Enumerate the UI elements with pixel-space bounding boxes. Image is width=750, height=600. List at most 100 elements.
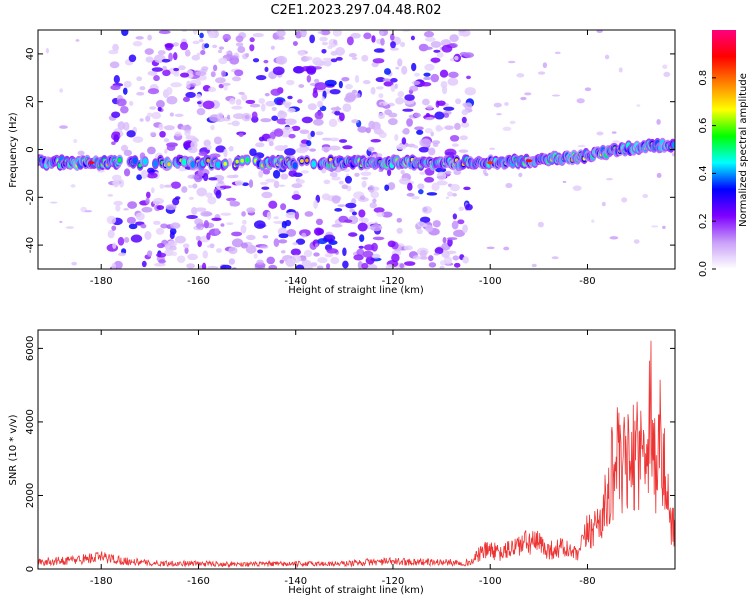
noise-blob [348, 232, 358, 237]
noise-blob [112, 180, 120, 188]
noise-blob [145, 56, 154, 63]
noise-blob [158, 259, 166, 264]
noise-blob [313, 227, 323, 236]
noise-blob [351, 211, 357, 216]
noise-blob [185, 91, 196, 98]
noise-blob [111, 225, 117, 231]
noise-blob [157, 50, 166, 55]
noise-blob [260, 118, 272, 123]
noise-blob [202, 100, 215, 110]
noise-blob [410, 35, 415, 41]
noise-blob [395, 144, 407, 150]
snr-ylabel: SNR (10 * v/v) [8, 414, 19, 485]
noise-blob [331, 176, 341, 181]
noise-blob [537, 221, 544, 228]
noise-blob [201, 66, 209, 71]
noise-blob [265, 178, 276, 183]
noise-blob [162, 69, 171, 77]
noise-blob [465, 203, 473, 211]
noise-blob [309, 34, 316, 44]
ridge-mid [292, 162, 298, 170]
noise-blob [198, 151, 208, 156]
noise-blob [115, 204, 121, 212]
ridge-core [299, 159, 304, 164]
noise-blob [326, 263, 331, 269]
noise-blob [317, 100, 323, 108]
noise-blob [400, 170, 405, 175]
noise-blob [107, 229, 115, 239]
noise-blob [342, 247, 347, 257]
noise-blob [112, 242, 117, 249]
noise-blob [431, 182, 440, 191]
noise-blob [235, 98, 242, 106]
noise-blob [361, 180, 367, 188]
noise-blob [123, 237, 130, 243]
noise-blob [317, 31, 324, 34]
noise-blob [401, 137, 407, 145]
noise-blob [432, 220, 441, 228]
noise-blob [367, 264, 378, 269]
noise-blob [389, 47, 399, 51]
noise-blob [149, 106, 156, 110]
noise-blob [276, 118, 288, 125]
noise-blob [234, 180, 244, 186]
noise-blob [202, 262, 207, 269]
noise-blob [245, 52, 250, 58]
noise-blob [656, 119, 661, 125]
noise-blob [246, 234, 256, 241]
noise-blob [330, 58, 338, 63]
noise-blob [202, 250, 209, 259]
noise-blob [323, 148, 329, 153]
noise-blob [321, 96, 325, 102]
noise-blob [406, 192, 415, 197]
ridge-core [117, 158, 122, 163]
noise-blob [149, 131, 157, 137]
noise-blob [445, 170, 452, 175]
noise-blob [218, 49, 222, 54]
noise-blob [207, 265, 219, 269]
noise-blob [249, 37, 255, 43]
noise-blob [330, 50, 338, 56]
snr-xtick-label: -120 [382, 576, 405, 587]
spectrogram-xtick-label: -100 [479, 276, 502, 287]
noise-blob [436, 126, 444, 131]
noise-blob [208, 177, 218, 181]
noise-blob [262, 169, 271, 175]
noise-blob [394, 133, 399, 142]
noise-blob [147, 70, 158, 76]
noise-blob [371, 253, 381, 259]
ridge-mid [142, 158, 148, 166]
noise-blob [316, 265, 324, 269]
noise-blob [222, 33, 231, 42]
noise-blob [332, 39, 338, 45]
figure-title: C2E1.2023.297.04.48.R02 [270, 3, 441, 18]
noise-blob [145, 197, 150, 205]
noise-blob [156, 252, 167, 258]
noise-blob [197, 101, 202, 105]
noise-blob [451, 143, 459, 147]
noise-blob [351, 56, 358, 60]
ridge-mid [672, 141, 675, 149]
noise-blob [342, 103, 352, 113]
noise-blob [180, 125, 192, 131]
ridge-mid [215, 161, 221, 169]
noise-blob [272, 66, 285, 76]
noise-blob [228, 145, 234, 152]
noise-blob [172, 52, 178, 61]
noise-blob [426, 105, 433, 110]
noise-blob [273, 128, 284, 137]
noise-blob [375, 86, 384, 90]
noise-blob [147, 34, 152, 41]
noise-blob [332, 30, 342, 37]
noise-blob [238, 132, 244, 138]
noise-blob [611, 131, 617, 134]
noise-blob [152, 201, 161, 205]
noise-blob [466, 75, 471, 80]
ridge-core [305, 158, 309, 163]
noise-blob [636, 104, 641, 107]
noise-blob [172, 42, 179, 47]
noise-blob [211, 217, 222, 221]
noise-blob [253, 253, 258, 259]
noise-blob [287, 108, 296, 113]
noise-blob [447, 77, 459, 86]
